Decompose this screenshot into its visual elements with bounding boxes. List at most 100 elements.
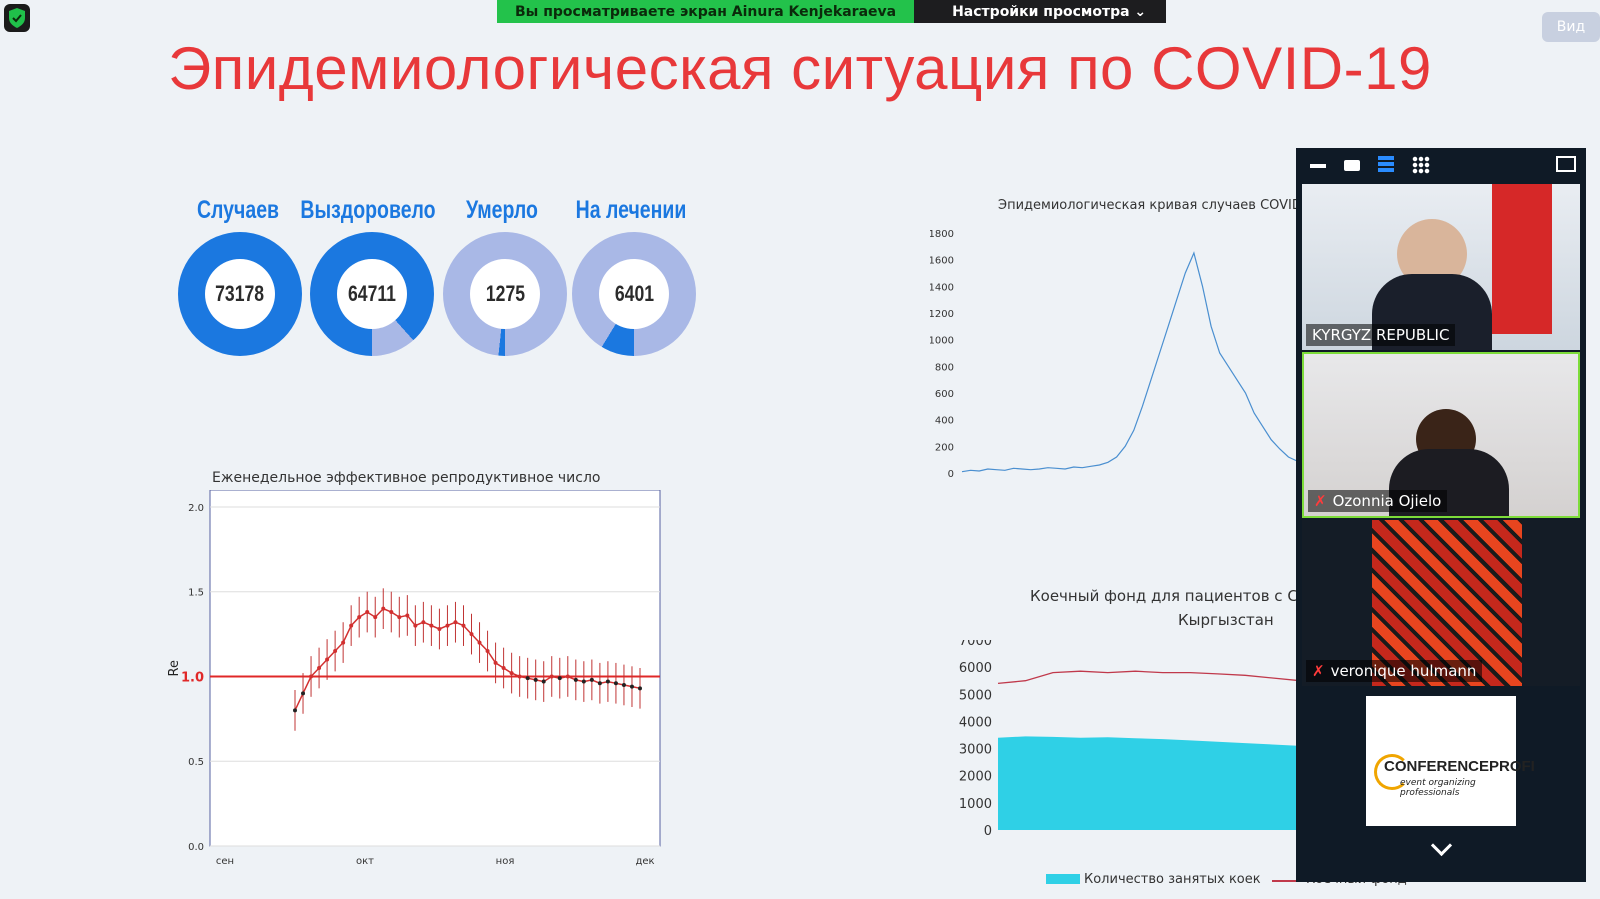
- conference-logo-icon: [1374, 754, 1410, 790]
- re-y-tick: 0.0: [188, 842, 204, 853]
- participant-name: Ozonnia Ojielo: [1332, 492, 1442, 510]
- re-point: [597, 681, 602, 686]
- re-x-tick: окт: [356, 856, 374, 867]
- re-point: [589, 677, 594, 682]
- re-point: [365, 610, 370, 615]
- epi-y-tick: 0: [948, 469, 954, 480]
- re-point: [509, 671, 514, 676]
- view-button-label: Вид: [1556, 19, 1586, 35]
- donut-deaths: 1275: [443, 232, 567, 356]
- view-settings-button[interactable]: Настройки просмотра ⌄: [914, 0, 1167, 23]
- re-point: [573, 677, 578, 682]
- logo-subtitle: event organizing professionals: [1400, 778, 1476, 798]
- bed-chart-title-2: Кыргызстан: [1178, 611, 1274, 629]
- re-point: [333, 649, 338, 654]
- speaker-view-icon[interactable]: [1378, 156, 1394, 172]
- stat-label-treatment: На лечении: [575, 196, 687, 224]
- donut-recovered: 64711: [310, 232, 434, 356]
- re-point: [613, 681, 618, 686]
- re-point: [638, 686, 642, 691]
- bed-y-tick: 6000: [959, 661, 992, 676]
- muted-mic-icon: ✗: [1314, 492, 1327, 510]
- stat-label-cases: Случаев: [196, 196, 280, 224]
- gallery-view-icon[interactable]: [1412, 156, 1430, 174]
- bed-y-tick: 1000: [959, 797, 992, 812]
- bed-y-tick: 0: [984, 824, 992, 839]
- participant-tile-ozonnia[interactable]: ✗ Ozonnia Ojielo: [1302, 352, 1580, 518]
- re-point: [349, 623, 354, 628]
- chevron-down-icon[interactable]: [1430, 834, 1453, 857]
- re-point: [485, 649, 490, 654]
- re-plot-area: [209, 490, 661, 847]
- re-point: [413, 623, 418, 628]
- re-threshold-label: 1.0: [181, 670, 204, 685]
- stat-label-deaths: Умерло: [466, 196, 538, 224]
- re-point: [477, 640, 482, 645]
- legend-swatch-fund: [1272, 880, 1302, 882]
- re-point: [317, 666, 322, 670]
- bed-occupied-area: [998, 736, 1300, 830]
- legend-occupied-label: Количество занятых коек: [1084, 872, 1261, 887]
- donut-treatment-value: 6401: [614, 281, 654, 306]
- re-point: [461, 623, 466, 628]
- slide-title: Эпидемиологическая ситуация по COVID-19: [168, 35, 1432, 102]
- re-point: [309, 674, 314, 679]
- epi-chart: 0 200 400 600 800 1000 1200 1400 1600 1800: [930, 229, 1298, 480]
- bed-chart: 0 1000 2000 3000 4000 5000 6000 7000: [959, 640, 1300, 839]
- re-point: [621, 682, 626, 687]
- participant-video: [1372, 520, 1522, 686]
- minimize-icon[interactable]: [1310, 164, 1326, 168]
- re-point: [389, 610, 394, 615]
- participant-name-tag: ✗ Ozonnia Ojielo: [1308, 490, 1448, 512]
- re-point: [301, 691, 306, 696]
- re-x-tick: ноя: [496, 856, 515, 867]
- participant-name: KYRGYZ REPUBLIC: [1306, 324, 1456, 346]
- epi-y-tick: 600: [935, 389, 954, 400]
- epi-series-line: [961, 251, 1298, 473]
- participant-tile-kyrgyz[interactable]: KYRGYZ REPUBLIC: [1302, 184, 1580, 350]
- re-x-tick: дек: [635, 856, 654, 867]
- epi-y-tick: 1800: [930, 229, 954, 240]
- screen-share-banner: Вы просматриваете экран Ainura Kenjekara…: [497, 0, 1167, 23]
- re-point: [405, 613, 410, 618]
- re-point: [605, 679, 610, 684]
- muted-mic-icon: ✗: [1312, 662, 1325, 680]
- expand-icon[interactable]: [1556, 156, 1576, 172]
- re-point: [501, 666, 506, 670]
- re-point: [581, 679, 586, 684]
- participant-name-tag: ✗ veronique hulmann: [1306, 660, 1483, 682]
- bed-y-tick: 3000: [959, 743, 992, 758]
- re-point: [437, 627, 442, 632]
- re-y-label: Re: [167, 660, 182, 676]
- flag-image: [1492, 184, 1552, 334]
- re-x-tick: сен: [216, 856, 234, 867]
- participant-tile-veronique[interactable]: ✗ veronique hulmann: [1302, 520, 1580, 686]
- view-button[interactable]: Вид: [1542, 12, 1600, 42]
- re-y-tick: 1.5: [188, 588, 204, 599]
- participant-name: veronique hulmann: [1330, 662, 1477, 680]
- epi-y-tick: 1400: [930, 282, 954, 293]
- re-point: [381, 606, 386, 611]
- re-point: [469, 632, 474, 637]
- re-point: [325, 657, 330, 662]
- bed-chart-title-1: Коечный фонд для пациентов с CO: [1030, 587, 1310, 605]
- epi-y-tick: 400: [935, 416, 954, 427]
- stat-label-recovered: Выздоровело: [300, 196, 436, 224]
- thumbnail-view-icon[interactable]: [1344, 160, 1360, 171]
- participant-tile-conferenceprofi[interactable]: CONFERENCEPROFI event organizing profess…: [1366, 696, 1535, 826]
- bed-fund-line: [997, 670, 1300, 685]
- re-point: [525, 676, 530, 681]
- re-point: [453, 620, 458, 625]
- donut-treatment: 6401: [572, 232, 696, 356]
- zoom-gallery-panel[interactable]: KYRGYZ REPUBLIC ✗ Ozonnia Ojielo ✗ veroniq…: [1296, 148, 1586, 882]
- donut-cases-value: 73178: [215, 281, 265, 306]
- donut-recovered-value: 64711: [348, 281, 396, 306]
- re-point: [565, 674, 570, 679]
- re-point: [445, 623, 450, 628]
- re-point: [421, 620, 426, 625]
- re-point: [373, 615, 378, 620]
- epi-y-tick: 200: [935, 442, 954, 453]
- logo-text: CONFERENCEPROFI: [1384, 758, 1535, 775]
- security-shield-icon[interactable]: [4, 4, 30, 32]
- epi-chart-title: Эпидемиологическая кривая случаев COVID-…: [998, 198, 1315, 213]
